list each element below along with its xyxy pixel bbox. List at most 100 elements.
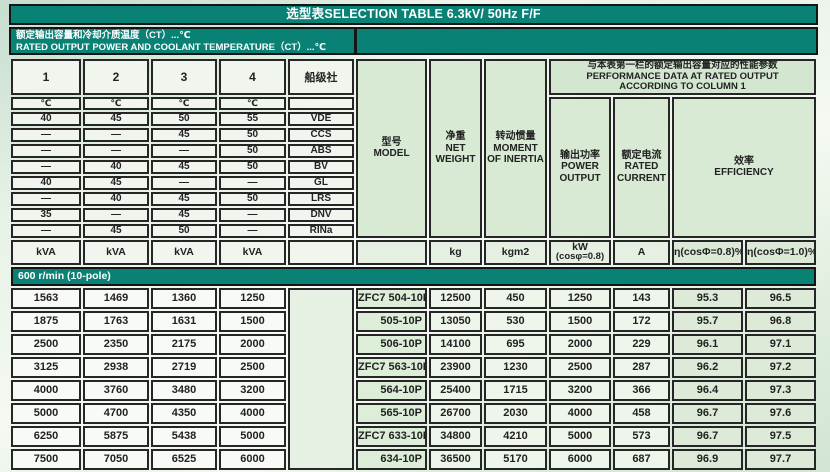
society-row-abs: — — — 50 ABS <box>11 143 816 158</box>
kva-unit: kVA <box>11 239 81 265</box>
society-name: VDE <box>288 111 354 126</box>
model-value: 565-10P <box>356 402 427 424</box>
society-unit-blank <box>288 96 354 110</box>
power-output-column-header: 输出功率 POWER OUTPUT <box>549 96 611 238</box>
col4-temp-unit: ℃ <box>219 96 286 110</box>
society-row-bv: — 40 45 50 BV <box>11 159 816 174</box>
kva-value: 4350 <box>151 402 217 424</box>
society-temp: 50 <box>219 191 286 206</box>
society-temp: 45 <box>151 159 217 174</box>
kva-value: 3760 <box>83 379 149 401</box>
power-header-en1: POWER <box>561 161 599 173</box>
kva-value: 2500 <box>11 333 81 355</box>
rated-current-value: 458 <box>613 402 670 424</box>
society-temp: 50 <box>151 111 217 126</box>
efficiency-08-value: 95.7 <box>672 310 743 332</box>
society-name: GL <box>288 175 354 190</box>
weight-header-en1: NET <box>445 142 466 154</box>
table-row: 2500 2350 2175 2000 506-10P 14100 695 20… <box>11 333 817 355</box>
rated-current-column-header: 额定电流 RATED CURRENT <box>613 96 670 238</box>
society-name: BV <box>288 159 354 174</box>
society-temp: 50 <box>151 223 217 238</box>
kva-value: 2719 <box>151 356 217 378</box>
kva-value: 2175 <box>151 333 217 355</box>
net-weight-value: 14100 <box>429 333 482 355</box>
net-weight-value: 12500 <box>429 287 482 309</box>
table-row: 4000 3760 3480 3200 564-10P 25400 1715 3… <box>11 379 817 401</box>
efficiency-08-value: 96.7 <box>672 425 743 447</box>
rated-current-value: 366 <box>613 379 670 401</box>
kva-unit: kVA <box>151 239 217 265</box>
society-temp: — <box>219 175 286 190</box>
power-unit-line1: kW <box>572 241 588 253</box>
power-output-value: 2500 <box>549 356 611 378</box>
society-temp: 55 <box>219 111 286 126</box>
society-column-header: 船级社 <box>288 59 354 95</box>
kva-value: 1469 <box>83 287 149 309</box>
society-temp: 45 <box>151 207 217 222</box>
kva-value: 4000 <box>11 379 81 401</box>
model-value: 505-10P <box>356 310 427 332</box>
efficiency-10-value: 97.5 <box>745 425 817 447</box>
society-row-rina: — 45 50 — RINa <box>11 223 816 238</box>
inertia-column-header: 转动惯量 MOMENT OF INERTIA <box>484 59 547 238</box>
efficiency-08-value: 95.3 <box>672 287 743 309</box>
efficiency-10-value: 97.2 <box>745 356 817 378</box>
table-row: 3125 2938 2719 2500 ZFC7 563-10P 23900 1… <box>11 356 817 378</box>
performance-header-zh: 与本表第一栏的额定输出容量对应的性能参数 <box>587 60 778 71</box>
inertia-value: 530 <box>484 310 547 332</box>
power-header-zh: 输出功率 <box>560 149 600 161</box>
model-value: ZFC7 504-10P <box>356 287 427 309</box>
col4-header: 4 <box>219 59 286 95</box>
society-temp: — <box>11 191 81 206</box>
inertia-unit: kgm2 <box>484 239 547 265</box>
society-temp: 40 <box>83 159 149 174</box>
performance-header-en1: PERFORMANCE DATA AT RATED OUTPUT <box>586 70 779 82</box>
kva-value: 5438 <box>151 425 217 447</box>
rated-current-value: 287 <box>613 356 670 378</box>
weight-header-zh: 净重 <box>445 131 466 142</box>
subtitle-line-zh: 额定输出容量和冷却介质温度（CT）...℃ <box>16 30 191 41</box>
society-name: DNV <box>288 207 354 222</box>
kva-value: 5000 <box>11 402 81 424</box>
inertia-value: 1715 <box>484 379 547 401</box>
kva-value: 1360 <box>151 287 217 309</box>
efficiency-08-unit: η(cosΦ=0.8)% <box>672 239 743 265</box>
model-column-header: 型号 MODEL <box>356 59 427 238</box>
rated-output-subtitle-band: 额定输出容量和冷却介质温度（CT）...℃ RATED OUTPUT POWER… <box>9 27 818 55</box>
col3-header: 3 <box>151 59 217 95</box>
table-row: 5000 4700 4350 4000 565-10P 26700 2030 4… <box>11 402 817 424</box>
model-unit-blank <box>356 239 427 265</box>
efficiency-08-value: 96.4 <box>672 379 743 401</box>
society-data-blank <box>288 287 354 470</box>
kva-value: 3125 <box>11 356 81 378</box>
society-temp: 45 <box>83 175 149 190</box>
net-weight-value: 26700 <box>429 402 482 424</box>
temp-unit-row: ℃ ℃ ℃ ℃ 输出功率 POWER OUTPUT 额定电流 RATED CUR… <box>11 96 817 238</box>
model-value: ZFC7 633-10P <box>356 425 427 447</box>
power-output-value: 2000 <box>549 333 611 355</box>
society-temp: — <box>219 223 286 238</box>
kva-value: 2350 <box>83 333 149 355</box>
net-weight-value: 23900 <box>429 356 482 378</box>
society-row-lrs: — 40 45 50 LRS <box>11 191 816 206</box>
society-row-vde: 40 45 50 55 VDE <box>11 111 816 126</box>
efficiency-08-value: 96.7 <box>672 402 743 424</box>
col2-temp-unit: ℃ <box>83 96 149 110</box>
rated-current-value: 229 <box>613 333 670 355</box>
power-unit: kW (cosφ=0.8) <box>549 239 611 265</box>
power-output-value: 6000 <box>549 448 611 470</box>
society-temp: 50 <box>219 159 286 174</box>
net-weight-value: 13050 <box>429 310 482 332</box>
kva-value: 6000 <box>219 448 286 470</box>
kva-value: 1631 <box>151 310 217 332</box>
efficiency-10-unit: η(cosΦ=1.0)% <box>745 239 817 265</box>
society-temp: 45 <box>83 223 149 238</box>
society-temp: 40 <box>83 191 149 206</box>
society-temp: 45 <box>151 127 217 142</box>
efficiency-10-value: 96.8 <box>745 310 817 332</box>
inertia-header-zh: 转动惯量 <box>495 131 536 142</box>
efficiency-08-value: 96.2 <box>672 356 743 378</box>
society-temp: — <box>151 143 217 158</box>
kva-value: 1250 <box>219 287 286 309</box>
